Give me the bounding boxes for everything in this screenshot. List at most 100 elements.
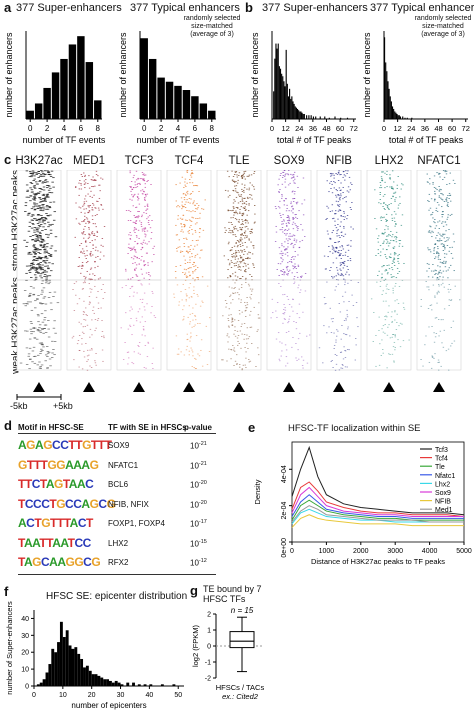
heatmap-signal: [135, 206, 138, 208]
heatmap-signal: [281, 350, 283, 352]
heatmap-signal: [286, 362, 289, 364]
panel-b-left-bar: [293, 103, 295, 119]
heatmap-signal: [29, 253, 33, 255]
heatmap-signal: [144, 227, 147, 229]
heatmap-signal: [299, 332, 301, 334]
heatmap-signal: [453, 270, 455, 272]
heatmap-signal: [384, 209, 386, 210]
heatmap-signal: [428, 193, 431, 195]
heatmap-signal: [101, 320, 103, 322]
heatmap-signal: [136, 186, 139, 188]
heatmap-signal: [248, 203, 250, 205]
heatmap-signal: [243, 171, 245, 173]
heatmap-signal: [439, 259, 442, 260]
heatmap-signal: [246, 196, 249, 198]
heatmap-signal: [250, 310, 252, 312]
heatmap-signal: [384, 278, 387, 280]
heatmap-signal: [435, 333, 438, 334]
heatmap-signal: [439, 266, 441, 268]
heatmap-signal: [249, 326, 251, 328]
heatmap-signal: [344, 233, 347, 235]
heatmap-signal: [443, 237, 445, 239]
heatmap-signal: [31, 361, 34, 363]
heatmap-signal: [144, 264, 147, 266]
heatmap-signal: [343, 278, 345, 280]
heatmap-signal: [80, 174, 83, 175]
heatmap-signal: [434, 243, 437, 245]
heatmap-signal: [139, 353, 141, 355]
heatmap-signal: [234, 282, 236, 284]
heatmap-signal: [53, 354, 56, 356]
heatmap-signal: [246, 214, 248, 216]
heatmap-signal: [335, 286, 337, 288]
heatmap-signal: [81, 368, 84, 370]
heatmap-signal: [151, 306, 153, 307]
panel-b-left-bar: [277, 43, 279, 119]
heatmap-signal: [48, 358, 52, 360]
panel-f-bar: [106, 679, 109, 686]
heatmap-signal: [391, 187, 393, 189]
heatmap-signal: [231, 249, 233, 251]
heatmap-signal: [389, 186, 391, 188]
heatmap-signal: [147, 341, 149, 343]
heatmap-signal: [390, 276, 393, 278]
heatmap-signal: [139, 178, 142, 180]
heatmap-signal: [243, 202, 246, 204]
heatmap-signal: [243, 323, 246, 324]
motif-base: G: [41, 516, 51, 530]
heatmap-signal: [88, 303, 91, 305]
heatmap-signal: [187, 252, 189, 254]
panel-e-y-label: Density: [253, 479, 262, 504]
heatmap-signal: [339, 265, 342, 267]
heatmap-signal: [35, 338, 39, 340]
heatmap-signal: [245, 338, 248, 340]
heatmap-signal: [285, 173, 287, 175]
heatmap-signal: [28, 358, 32, 360]
heatmap-signal: [390, 274, 392, 276]
heatmap-signal: [32, 256, 36, 258]
heatmap-signal: [91, 179, 93, 181]
panel-a-left-y-label: number of enhancers: [4, 32, 14, 118]
heatmap-signal: [32, 214, 35, 216]
panel-f-bar: [88, 670, 92, 686]
heatmap-signal: [39, 258, 42, 259]
heatmap-signal: [131, 249, 133, 251]
heatmap-signal: [383, 208, 385, 209]
heatmap-signal: [434, 199, 436, 200]
heatmap-signal: [438, 190, 440, 192]
heatmap-signal: [48, 262, 51, 264]
heatmap-signal: [31, 223, 34, 224]
heatmap-signal: [346, 265, 348, 267]
heatmap-signal: [194, 255, 197, 257]
heatmap-signal: [445, 262, 447, 264]
heatmap-signal: [236, 182, 239, 184]
heatmap-signal: [378, 235, 380, 237]
heatmap-signal: [331, 192, 334, 194]
heatmap-signal: [137, 178, 139, 180]
heatmap-signal: [28, 212, 31, 214]
heatmap-signal: [39, 232, 42, 234]
heatmap-signal: [140, 268, 143, 270]
heatmap-signal: [293, 321, 295, 322]
heatmap-label-tle: TLE: [228, 155, 250, 167]
heatmap-signal: [341, 245, 343, 246]
motif-base: C: [31, 477, 41, 491]
heatmap-signal: [447, 269, 449, 271]
panel-b-right-x-tick-label: 24: [407, 124, 415, 133]
panel-b-right-bar: [396, 113, 398, 119]
motif-base: T: [18, 477, 25, 491]
heatmap-signal: [420, 305, 422, 307]
heatmap-signal: [387, 228, 389, 230]
heatmap-signal: [326, 205, 328, 207]
panel-b-left-bar: [295, 107, 297, 119]
heatmap-signal: [340, 351, 343, 353]
panel-a-left-x-label: number of TF events: [23, 135, 106, 145]
heatmap-signal: [141, 334, 143, 336]
heatmap-signal: [233, 255, 235, 257]
heatmap-signal: [338, 187, 341, 189]
heatmap-signal: [340, 195, 342, 197]
heatmap-signal: [281, 177, 284, 178]
heatmap-signal: [180, 351, 182, 353]
heatmap-signal: [78, 321, 80, 323]
heatmap-signal: [246, 327, 249, 329]
